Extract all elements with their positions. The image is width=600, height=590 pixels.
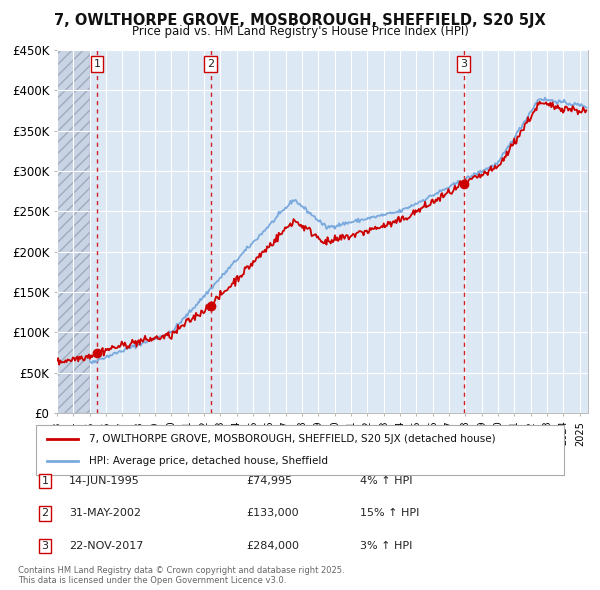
Text: 2: 2 — [41, 509, 49, 518]
Text: 15% ↑ HPI: 15% ↑ HPI — [360, 509, 419, 518]
Text: 31-MAY-2002: 31-MAY-2002 — [69, 509, 141, 518]
FancyBboxPatch shape — [36, 425, 564, 475]
Text: HPI: Average price, detached house, Sheffield: HPI: Average price, detached house, Shef… — [89, 456, 328, 466]
Text: 4% ↑ HPI: 4% ↑ HPI — [360, 476, 413, 486]
Text: £284,000: £284,000 — [246, 541, 299, 550]
Text: 3% ↑ HPI: 3% ↑ HPI — [360, 541, 412, 550]
Text: 7, OWLTHORPE GROVE, MOSBOROUGH, SHEFFIELD, S20 5JX: 7, OWLTHORPE GROVE, MOSBOROUGH, SHEFFIEL… — [54, 13, 546, 28]
Text: £133,000: £133,000 — [246, 509, 299, 518]
Text: 3: 3 — [41, 541, 49, 550]
Text: 14-JUN-1995: 14-JUN-1995 — [69, 476, 140, 486]
Text: 22-NOV-2017: 22-NOV-2017 — [69, 541, 143, 550]
Text: 1: 1 — [94, 59, 101, 69]
Text: 7, OWLTHORPE GROVE, MOSBOROUGH, SHEFFIELD, S20 5JX (detached house): 7, OWLTHORPE GROVE, MOSBOROUGH, SHEFFIEL… — [89, 434, 496, 444]
Bar — [57, 50, 89, 413]
Text: £74,995: £74,995 — [246, 476, 292, 486]
Text: 3: 3 — [460, 59, 467, 69]
Text: Price paid vs. HM Land Registry's House Price Index (HPI): Price paid vs. HM Land Registry's House … — [131, 25, 469, 38]
Text: Contains HM Land Registry data © Crown copyright and database right 2025.
This d: Contains HM Land Registry data © Crown c… — [18, 566, 344, 585]
Text: 2: 2 — [207, 59, 214, 69]
Bar — [57, 50, 89, 413]
Text: 1: 1 — [41, 476, 49, 486]
